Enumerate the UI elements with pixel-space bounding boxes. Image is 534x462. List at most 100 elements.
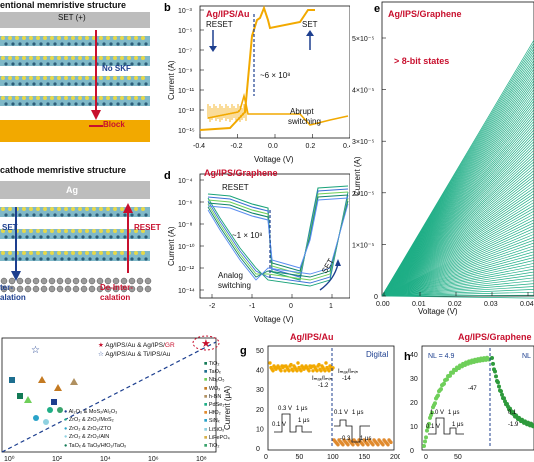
graphene-atom — [96, 285, 104, 293]
g-point-low — [356, 443, 360, 447]
sulfur-atom — [36, 76, 40, 80]
d-curve — [207, 191, 349, 275]
g-ratio-val-1: -1.2 — [318, 383, 329, 389]
g-xtick: 100 — [327, 454, 339, 461]
panel-e-title: Ag/IPS/Graphene — [388, 9, 462, 19]
p-atom — [116, 213, 120, 217]
graphene-atom — [32, 285, 40, 293]
panel-a: entional memristive structure SET (+) No… — [0, 0, 162, 145]
d-ytick: 10⁻¹⁰ — [178, 243, 195, 251]
e-state-line — [381, 236, 534, 297]
e-state-line — [381, 158, 534, 297]
sulfur-atom — [127, 96, 131, 100]
sulfur-atom — [50, 229, 54, 233]
svg-text:-1.9: -1.9 — [508, 422, 519, 428]
e-state-line — [381, 199, 534, 297]
set-label-c: SET — [2, 223, 18, 232]
g-ylabel: Current (μA) — [223, 385, 232, 430]
d-curve-lower — [207, 203, 349, 281]
p-atom — [123, 82, 127, 86]
p-atom — [18, 102, 22, 106]
svg-text:0.1 V: 0.1 V — [272, 422, 286, 428]
e-state-line — [381, 254, 534, 297]
p-atom — [81, 82, 85, 86]
svg-text:0.1 V: 0.1 V — [426, 424, 440, 430]
h-point — [442, 381, 446, 386]
sulfur-atom — [22, 96, 26, 100]
e-xtick: 0.04 — [520, 301, 534, 308]
e-state-line — [381, 204, 534, 297]
p-atom — [53, 42, 57, 46]
panel-a-title: entional memristive structure — [0, 0, 127, 10]
d-xtick: -1 — [249, 303, 255, 310]
f-material-right: ■ LiSiOₓ — [204, 426, 225, 433]
sulfur-atom — [71, 96, 75, 100]
graphene-atom — [72, 277, 80, 285]
e-state-line — [381, 280, 534, 297]
p-atom — [25, 257, 29, 261]
sulfur-atom — [36, 229, 40, 233]
sulfur-atom — [8, 207, 12, 211]
p-atom — [102, 62, 106, 66]
p-atom — [4, 102, 8, 106]
blue-open-star: ☆ — [31, 345, 40, 356]
e-ylabel: Current (A) — [353, 156, 362, 196]
graphene-atom — [128, 277, 136, 285]
sulfur-atom — [36, 56, 40, 60]
p-atom — [102, 102, 106, 106]
d-ytick: 10⁻⁸ — [178, 222, 192, 229]
e-state-line — [381, 245, 534, 297]
sulfur-atom — [43, 56, 47, 60]
p-atom — [88, 257, 92, 261]
f-xtick: 10⁰ — [4, 455, 15, 462]
g-point-low — [386, 443, 390, 447]
p-atom — [60, 257, 64, 261]
p-atom — [46, 213, 50, 217]
p-atom — [46, 257, 50, 261]
p-atom — [137, 82, 141, 86]
e-state-line — [381, 295, 534, 299]
sulfur-atom — [64, 207, 68, 211]
sulfur-atom — [43, 229, 47, 233]
p-atom — [137, 213, 141, 217]
g-xtick: 50 — [296, 454, 304, 461]
e-state-line — [381, 222, 534, 297]
g-point — [319, 369, 323, 373]
sulfur-atom — [36, 251, 40, 255]
h-point — [439, 387, 443, 392]
panel-f-plot: ★ ☆ 10⁰ 10² 10⁴ 10⁶ 10⁸ — [1, 335, 220, 462]
svg-text:0.1 V: 0.1 V — [334, 410, 348, 416]
inter-label-1: ter- — [0, 283, 13, 292]
graphene-atom — [64, 277, 72, 285]
p-atom — [18, 213, 22, 217]
d-ylabel: Current (A) — [167, 226, 176, 266]
g-xtick: 200 — [390, 454, 400, 461]
sulfur-atom — [113, 207, 117, 211]
f-point — [38, 376, 46, 383]
sulfur-atom — [1, 56, 5, 60]
sulfur-atom — [8, 56, 12, 60]
g-ytick: 0 — [256, 446, 260, 453]
d-curve — [207, 197, 349, 269]
sulfur-atom — [50, 251, 54, 255]
sulfur-atom — [15, 56, 19, 60]
p-atom — [60, 213, 64, 217]
sulfur-atom — [64, 56, 68, 60]
p-atom — [32, 235, 36, 239]
red-star-marker: ★ — [201, 338, 211, 350]
p-atom — [116, 102, 120, 106]
sulfur-atom — [120, 251, 124, 255]
svg-text:1 μs: 1 μs — [360, 436, 371, 442]
d-ytick: 10⁻¹² — [178, 266, 195, 273]
e-state-line — [381, 207, 534, 297]
p-atom — [130, 213, 134, 217]
p-atom — [123, 257, 127, 261]
p-atom — [53, 235, 57, 239]
h-point — [422, 444, 426, 448]
panel-d-plot: d Ag/IPS/Graphene 10⁻⁴ 10⁻⁶ 10⁻⁸ 10⁻¹⁰ 10⁻¹²… — [164, 168, 350, 324]
b-xtick: -0.4 — [193, 143, 205, 150]
e-state-line — [381, 181, 534, 297]
reset-label-b: RESET — [206, 20, 233, 29]
sulfur-atom — [29, 36, 33, 40]
g-point — [279, 369, 283, 373]
